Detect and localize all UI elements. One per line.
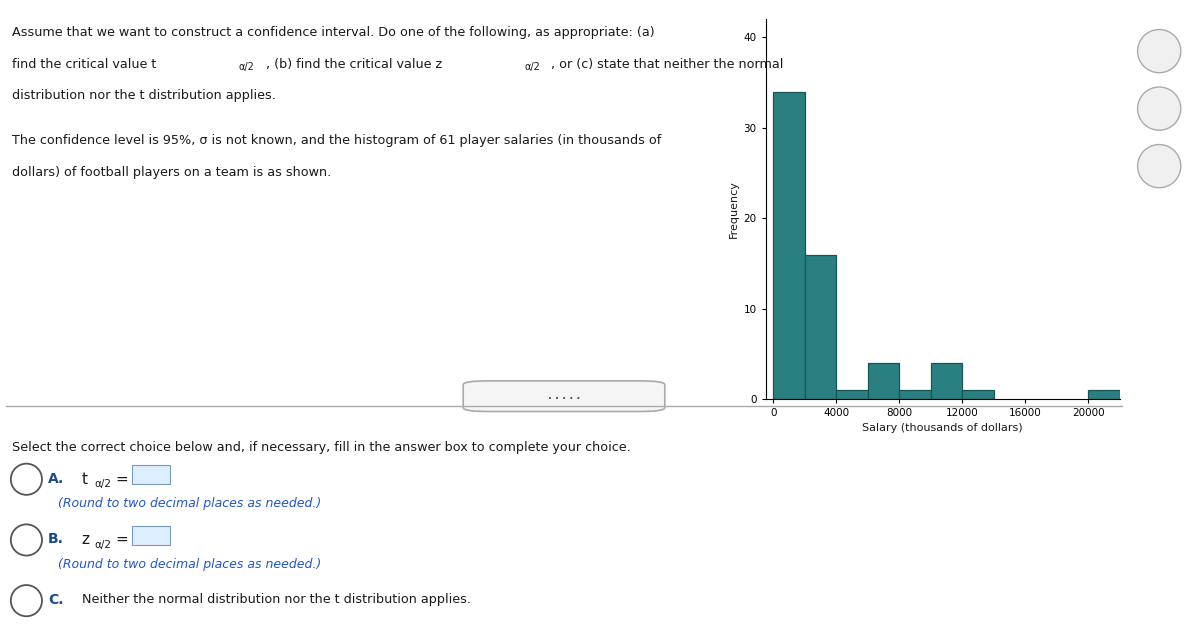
Text: α/2: α/2 [95,540,112,550]
FancyBboxPatch shape [463,381,665,412]
Text: distribution nor the t distribution applies.: distribution nor the t distribution appl… [12,89,276,102]
Bar [836,390,868,399]
Text: (Round to two decimal places as needed.): (Round to two decimal places as needed.) [58,497,320,510]
Bar [774,91,805,399]
Text: α/2: α/2 [95,479,112,489]
Text: z: z [82,532,90,547]
Text: . . . . .: . . . . . [548,391,580,401]
Text: , (b) find the critical value z: , (b) find the critical value z [266,58,443,70]
Text: , or (c) state that neither the normal: , or (c) state that neither the normal [551,58,784,70]
Text: Select the correct choice below and, if necessary, fill in the answer box to com: Select the correct choice below and, if … [12,441,631,454]
Bar [805,254,836,399]
Text: =: = [115,472,128,486]
Text: C.: C. [48,593,64,607]
Text: Assume that we want to construct a confidence interval. Do one of the following,: Assume that we want to construct a confi… [12,26,655,38]
Text: Neither the normal distribution nor the t distribution applies.: Neither the normal distribution nor the … [82,593,470,606]
Text: (Round to two decimal places as needed.): (Round to two decimal places as needed.) [58,558,320,571]
Text: B.: B. [48,532,64,546]
Text: find the critical value t: find the critical value t [12,58,156,70]
Bar [899,390,931,399]
Y-axis label: Frequency: Frequency [730,180,739,238]
X-axis label: Salary (thousands of dollars): Salary (thousands of dollars) [863,422,1022,433]
Text: α/2: α/2 [524,62,540,72]
Text: =: = [115,532,128,547]
Text: The confidence level is 95%, σ is not known, and the histogram of 61 player sala: The confidence level is 95%, σ is not kn… [12,134,661,147]
Text: A.: A. [48,472,65,486]
Bar [868,363,899,399]
Bar [1088,390,1120,399]
Text: dollars) of football players on a team is as shown.: dollars) of football players on a team i… [12,166,331,179]
Text: α/2: α/2 [239,62,254,72]
Bar [931,363,962,399]
Text: t: t [82,472,88,486]
Bar [962,390,994,399]
